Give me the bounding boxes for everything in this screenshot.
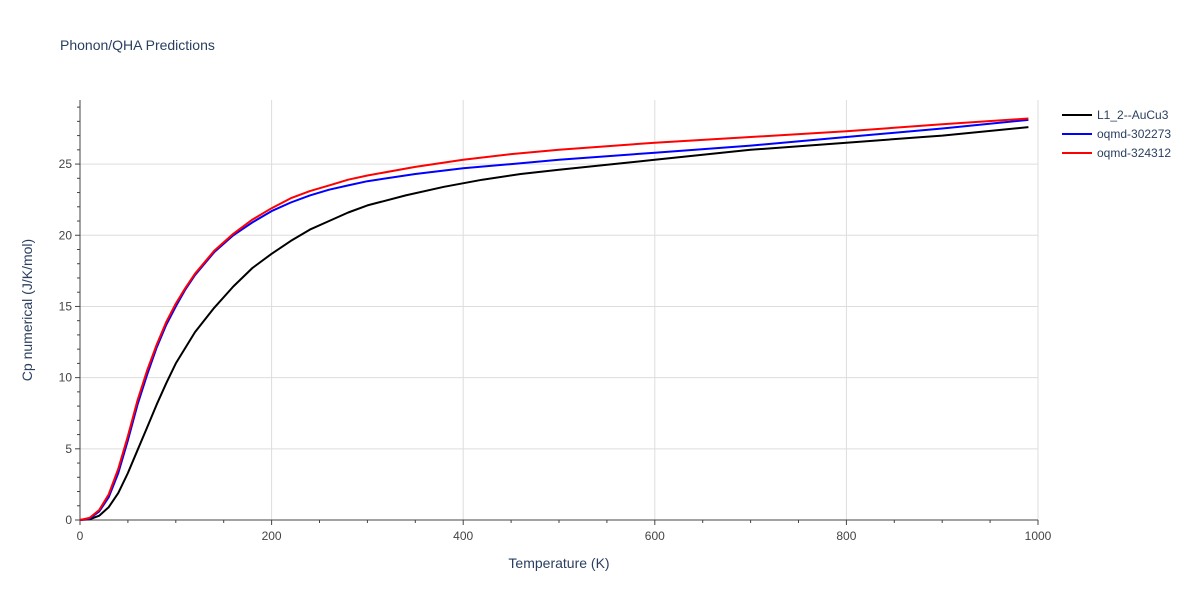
chart-title: Phonon/QHA Predictions <box>60 37 215 53</box>
series-line <box>79 126 1029 521</box>
y-tick-label: 25 <box>59 157 73 171</box>
legend[interactable]: L1_2--AuCu3 oqmd-302273 oqmd-324312 <box>1062 108 1171 160</box>
x-tick-label: 800 <box>836 529 856 543</box>
y-tick-label: 5 <box>65 442 72 456</box>
legend-label: oqmd-302273 <box>1097 127 1171 141</box>
y-tick-label: 15 <box>59 299 73 313</box>
gridlines <box>80 100 1039 520</box>
plot-series <box>79 117 1029 521</box>
series-line <box>79 118 1029 521</box>
series-line <box>79 117 1029 521</box>
y-tick-label: 10 <box>59 371 73 385</box>
x-tick-label: 1000 <box>1025 529 1052 543</box>
y-tick-label: 0 <box>65 513 72 527</box>
x-tick-label: 400 <box>453 529 473 543</box>
y-axis-title: Cp numerical (J/K/mol) <box>19 239 35 381</box>
y-tick-label: 20 <box>59 228 73 242</box>
x-tick-label: 0 <box>77 529 84 543</box>
tick-labels: 0 200 400 600 800 1000 0 5 10 15 20 25 <box>59 157 1052 543</box>
legend-label: oqmd-324312 <box>1097 146 1171 160</box>
legend-label: L1_2--AuCu3 <box>1097 108 1169 122</box>
x-axis-title: Temperature (K) <box>508 555 609 571</box>
legend-item[interactable]: oqmd-324312 <box>1062 146 1171 160</box>
axes <box>75 100 1039 525</box>
legend-item[interactable]: L1_2--AuCu3 <box>1062 108 1169 122</box>
x-tick-label: 200 <box>262 529 282 543</box>
legend-item[interactable]: oqmd-302273 <box>1062 127 1171 141</box>
x-tick-label: 600 <box>645 529 665 543</box>
